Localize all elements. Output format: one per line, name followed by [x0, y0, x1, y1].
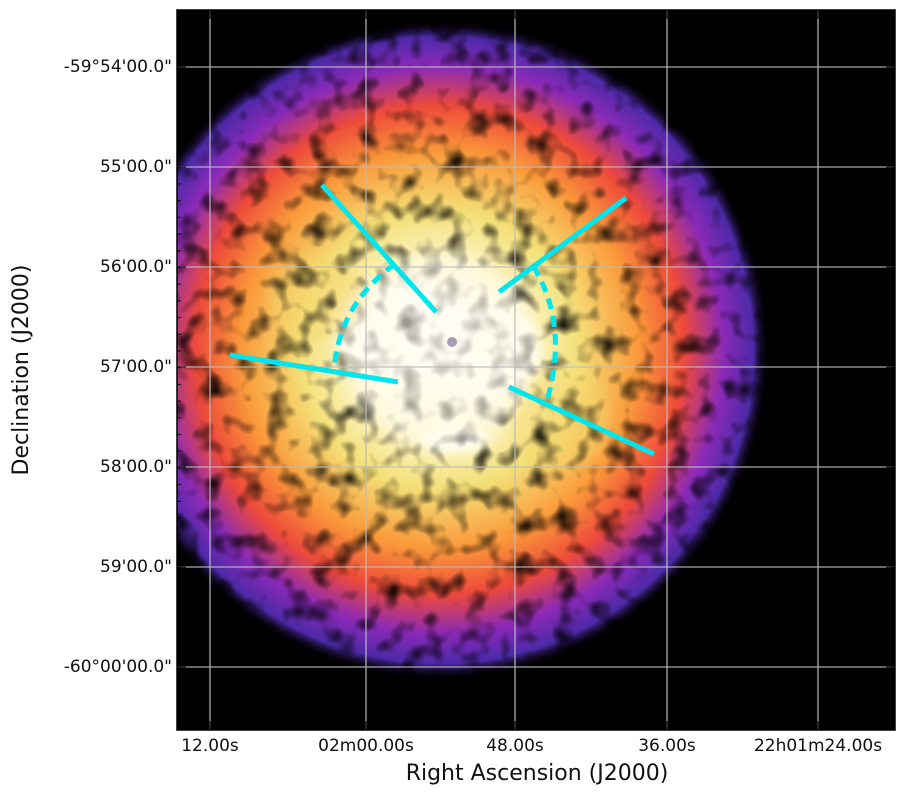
y-tick-label: 59'00.0" — [100, 557, 172, 577]
x-tick-label: 36.00s — [638, 736, 696, 756]
x-axis-title: Right Ascension (J2000) — [406, 761, 669, 786]
region-markers — [229, 183, 656, 457]
x-tick-label: 02m00.00s — [318, 736, 414, 756]
y-tick-label: -60°00'00.0" — [64, 657, 172, 677]
x-tick-label: 22h01m24.00s — [754, 736, 882, 756]
marker-arc-left — [331, 261, 397, 373]
x-tick-label: 48.00s — [486, 736, 544, 756]
x-tick-label: 12.00s — [181, 736, 239, 756]
plot-frame — [176, 9, 896, 731]
y-tick-labels: -59°54'00.0" 55'00.0" 56'00.0" 57'00.0" … — [64, 57, 172, 677]
y-tick-label: 58'00.0" — [100, 457, 172, 477]
y-tick-label: 56'00.0" — [100, 257, 172, 277]
marker-line-se — [507, 384, 656, 457]
marker-line-ne — [497, 195, 628, 295]
y-axis-title: Declination (J2000) — [9, 265, 34, 476]
y-tick-label: -59°54'00.0" — [64, 57, 172, 77]
sky-image — [177, 10, 895, 730]
noise-mask — [177, 10, 895, 730]
x-tick-labels: 12.00s 02m00.00s 48.00s 36.00s 22h01m24.… — [181, 736, 882, 756]
minor-ticks — [177, 10, 895, 730]
y-tick-label: 57'00.0" — [100, 357, 172, 377]
marker-line-nw — [320, 183, 438, 314]
marker-line-w — [229, 352, 399, 385]
core-highlight — [345, 255, 535, 445]
y-tick-label: 55'00.0" — [100, 157, 172, 177]
